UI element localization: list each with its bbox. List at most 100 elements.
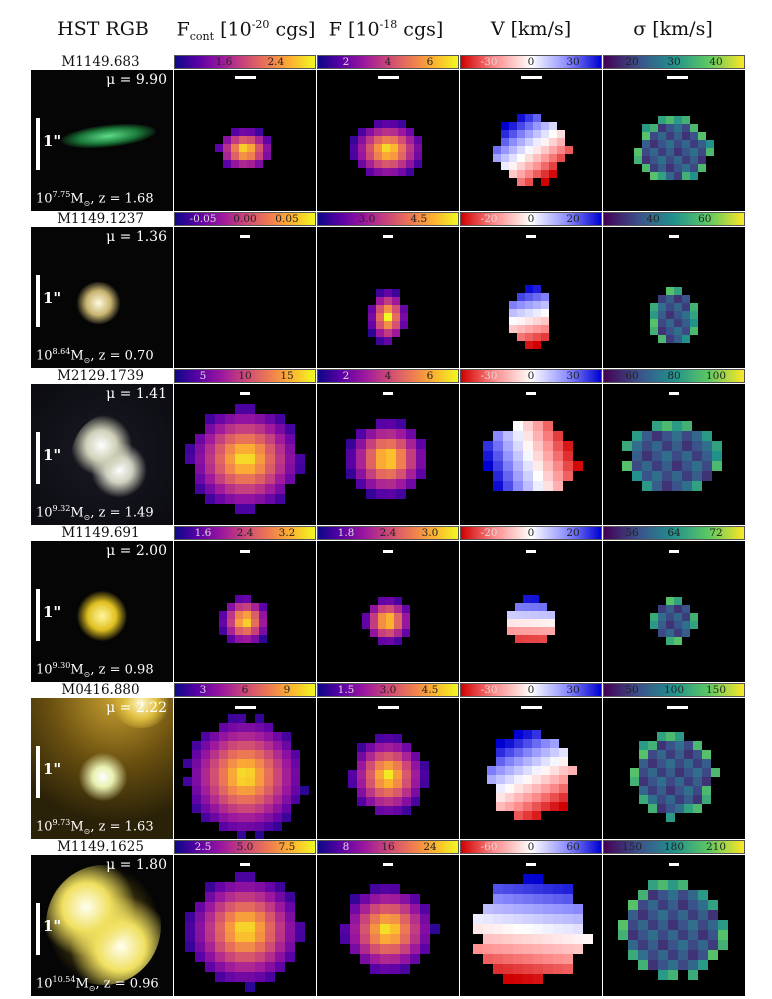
map-pixel — [228, 822, 237, 831]
map-pixel — [674, 327, 682, 335]
fcont-map-panel — [174, 384, 316, 525]
map-pixel — [563, 461, 573, 471]
map-pixel — [541, 309, 549, 317]
map-pixel — [648, 768, 657, 777]
map-pixel — [666, 759, 675, 768]
map-pixel — [684, 750, 693, 759]
map-pixel — [356, 469, 366, 479]
map-pixel — [390, 954, 400, 964]
map-pixel — [251, 627, 259, 635]
map-pixel — [264, 804, 273, 813]
map-pixel — [378, 605, 386, 613]
map-pixel — [384, 329, 392, 337]
map-pixel — [496, 748, 505, 757]
map-pixel — [674, 597, 682, 605]
map-pixel — [382, 128, 390, 136]
map-pixel — [632, 461, 642, 471]
map-pixel — [396, 449, 406, 459]
map-pixel — [698, 890, 708, 900]
map-pixel — [255, 972, 265, 982]
map-pixel — [533, 894, 543, 904]
map-pixel — [247, 128, 255, 136]
map-pixel — [666, 795, 675, 804]
map-pixel — [275, 912, 285, 922]
map-pixel — [657, 732, 666, 741]
map-pixel — [346, 459, 356, 469]
map-pixel — [410, 954, 420, 964]
map-pixel — [225, 892, 235, 902]
map-pixel — [541, 802, 550, 811]
map-pixel — [215, 484, 225, 494]
map-pixel — [648, 741, 657, 750]
map-pixel — [523, 766, 532, 775]
map-pixel — [501, 122, 509, 130]
map-pixel — [666, 148, 674, 156]
map-pixel — [227, 619, 235, 627]
scale-marker — [383, 235, 393, 238]
map-pixel — [245, 474, 255, 484]
map-pixel — [275, 922, 285, 932]
map-pixel — [658, 960, 668, 970]
map-pixel — [231, 160, 239, 168]
map-pixel — [362, 621, 370, 629]
map-pixel — [618, 920, 628, 930]
map-pixel — [357, 797, 366, 806]
map-pixel — [523, 603, 531, 611]
map-pixel — [682, 451, 692, 461]
colorbar: -20 0 20 — [460, 212, 602, 226]
map-pixel — [228, 813, 237, 822]
map-pixel — [523, 793, 532, 802]
map-pixel — [666, 132, 674, 140]
colorbar: -0.05 0.00 0.05 — [174, 212, 316, 226]
map-pixel — [693, 804, 702, 813]
dispersion-map-panel — [603, 855, 745, 996]
colorbar-tick-label: 30 — [566, 370, 580, 382]
scale-marker — [240, 863, 250, 866]
map-pixel — [406, 439, 416, 449]
map-pixel — [384, 313, 392, 321]
map-pixel — [225, 962, 235, 972]
map-pixel — [674, 319, 682, 327]
map-pixel — [523, 431, 533, 441]
map-pixel — [205, 494, 215, 504]
map-pixel — [219, 741, 228, 750]
map-pixel — [225, 972, 235, 982]
map-pixel — [255, 494, 265, 504]
map-pixel — [666, 116, 674, 124]
map-pixel — [549, 122, 557, 130]
map-pixel — [658, 116, 666, 124]
redshift: , z = 0.96 — [95, 976, 159, 992]
map-pixel — [406, 152, 414, 160]
map-pixel — [201, 732, 210, 741]
map-pixel — [340, 924, 350, 934]
map-pixel — [698, 132, 706, 140]
map-pixel — [255, 804, 264, 813]
map-pixel — [393, 770, 402, 779]
map-pixel — [205, 414, 215, 424]
scale-marker — [521, 706, 542, 709]
map-pixel — [702, 431, 712, 441]
map-pixel — [666, 804, 675, 813]
map-pixel — [219, 813, 228, 822]
map-pixel — [690, 613, 698, 621]
map-pixel — [650, 172, 658, 180]
map-pixel — [375, 788, 384, 797]
colorbar: -30 0 30 — [460, 369, 602, 383]
map-pixel — [523, 748, 532, 757]
map-pixel — [550, 784, 559, 793]
map-pixel — [513, 421, 523, 431]
map-pixel — [264, 813, 273, 822]
map-pixel — [517, 301, 525, 309]
map-pixel — [690, 319, 698, 327]
map-pixel — [235, 972, 245, 982]
map-pixel — [690, 132, 698, 140]
map-pixel — [245, 454, 255, 464]
map-pixel — [639, 795, 648, 804]
map-pixel — [648, 786, 657, 795]
colorbar-tick-label: 30 — [566, 56, 580, 68]
map-pixel — [657, 795, 666, 804]
map-pixel — [550, 739, 559, 748]
map-pixel — [237, 759, 246, 768]
map-pixel — [672, 461, 682, 471]
map-pixel — [265, 494, 275, 504]
